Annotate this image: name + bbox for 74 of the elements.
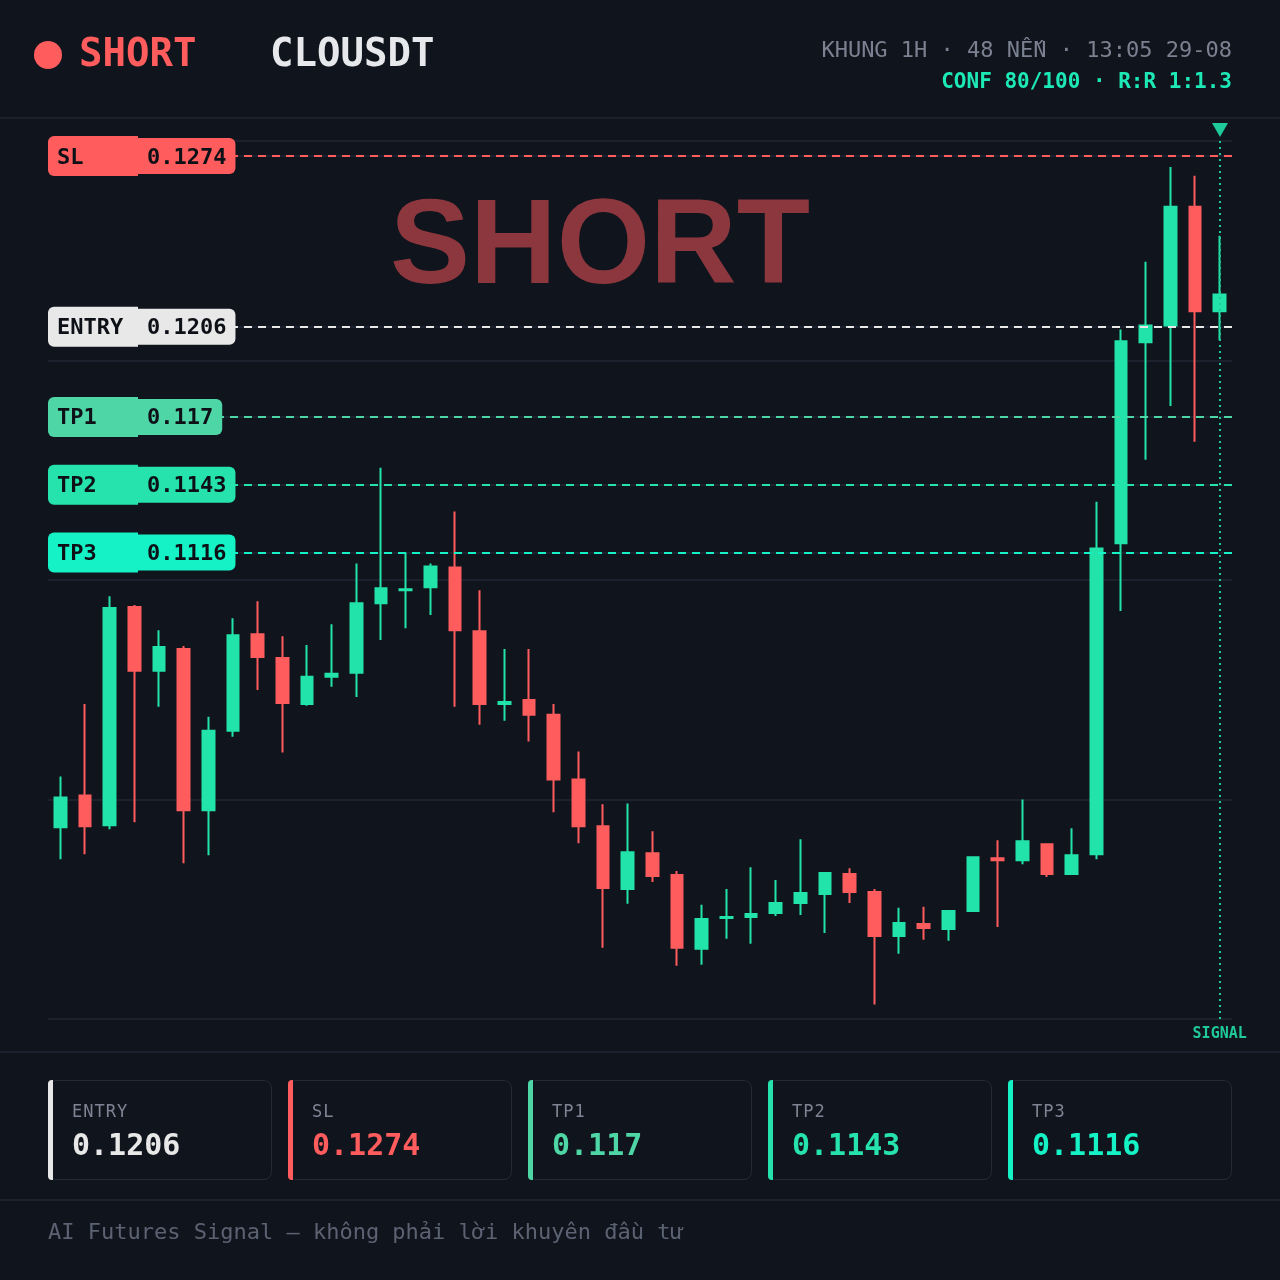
category-label: TP3 bbox=[1032, 1101, 1066, 1121]
candlestick bbox=[916, 905, 931, 941]
candlestick bbox=[398, 551, 413, 630]
candlestick bbox=[1064, 827, 1079, 877]
candlestick bbox=[966, 855, 980, 913]
candlestick bbox=[374, 466, 388, 641]
ref-line-label: TP2 bbox=[57, 472, 97, 498]
candlestick bbox=[522, 647, 536, 743]
candlestick bbox=[53, 775, 68, 861]
ref-line-label: TP1 bbox=[57, 404, 97, 430]
text: AI Futures Signal — không phải lời khuyên đầu tư bbox=[48, 1219, 684, 1244]
y-tick-label: 0.1143 bbox=[147, 472, 227, 498]
candlestick bbox=[152, 629, 166, 708]
text: KHUNG 1H · 48 NẾN · 13:05 29-08 bbox=[821, 37, 1232, 62]
candlestick bbox=[176, 644, 191, 865]
candlestick bbox=[201, 715, 216, 857]
text: CONF 80/100 · R:R 1:1.3 bbox=[941, 69, 1232, 93]
candlestick bbox=[472, 589, 487, 726]
y-tick-label: 0.1116 bbox=[147, 539, 227, 565]
candlestick bbox=[1040, 842, 1054, 879]
candlestick bbox=[448, 510, 462, 708]
candlestick bbox=[596, 803, 610, 949]
category-label: TP1 bbox=[552, 1101, 586, 1121]
candlestick bbox=[990, 839, 1005, 928]
candlestick bbox=[102, 595, 117, 831]
candlestick bbox=[645, 830, 660, 884]
y-tick-label: 0.117 bbox=[147, 404, 214, 430]
candlestick bbox=[670, 869, 684, 967]
candlestick bbox=[892, 906, 906, 955]
candlestick bbox=[571, 750, 586, 845]
candlestick bbox=[1163, 166, 1178, 407]
data-label: 0.1274 bbox=[312, 1127, 421, 1162]
candlestick bbox=[324, 623, 339, 688]
data-label: 0.1116 bbox=[1032, 1127, 1141, 1162]
candlestick bbox=[300, 643, 314, 707]
y-tick-label: 0.1206 bbox=[147, 314, 227, 340]
annotation: SHORT bbox=[390, 174, 810, 308]
candlestick bbox=[546, 702, 561, 814]
category-label: ENTRY bbox=[72, 1101, 129, 1121]
category-label: SL bbox=[312, 1101, 335, 1121]
data-label: 0.1206 bbox=[72, 1127, 181, 1162]
candlestick bbox=[1212, 234, 1227, 342]
candlestick bbox=[842, 867, 857, 905]
candlestick bbox=[941, 908, 956, 942]
candlestick bbox=[275, 635, 290, 754]
candlestick bbox=[867, 888, 882, 1006]
candlestick bbox=[818, 872, 832, 934]
candlestick bbox=[744, 866, 758, 945]
candlestick bbox=[768, 879, 783, 917]
candlestick bbox=[1089, 500, 1104, 861]
ref-line-label: ENTRY bbox=[57, 314, 124, 340]
candlestick bbox=[1138, 260, 1153, 461]
data-label: 0.1143 bbox=[792, 1127, 901, 1162]
candlestick bbox=[620, 802, 635, 905]
candlestick bbox=[226, 617, 240, 738]
ref-line-label: SL bbox=[57, 143, 84, 169]
chart-subtitle: SHORT bbox=[79, 30, 197, 75]
candlestick bbox=[694, 903, 709, 966]
text: SIGNAL bbox=[1192, 1023, 1247, 1042]
candlestick bbox=[793, 838, 808, 916]
candlestick bbox=[423, 562, 438, 617]
data-label: 0.117 bbox=[552, 1127, 643, 1162]
candlestick bbox=[497, 647, 512, 722]
ref-line-label: TP3 bbox=[57, 539, 97, 565]
candlestick bbox=[719, 888, 734, 940]
chart-title: CLOUSDT bbox=[270, 30, 435, 75]
candlestick bbox=[250, 600, 265, 691]
candlestick bbox=[127, 604, 142, 824]
y-tick-label: 0.1274 bbox=[147, 143, 227, 169]
category-label: TP2 bbox=[792, 1101, 826, 1121]
candlestick bbox=[78, 702, 92, 856]
candlestick bbox=[349, 562, 364, 698]
candlestick bbox=[1015, 798, 1030, 866]
candlestick bbox=[1188, 174, 1202, 443]
